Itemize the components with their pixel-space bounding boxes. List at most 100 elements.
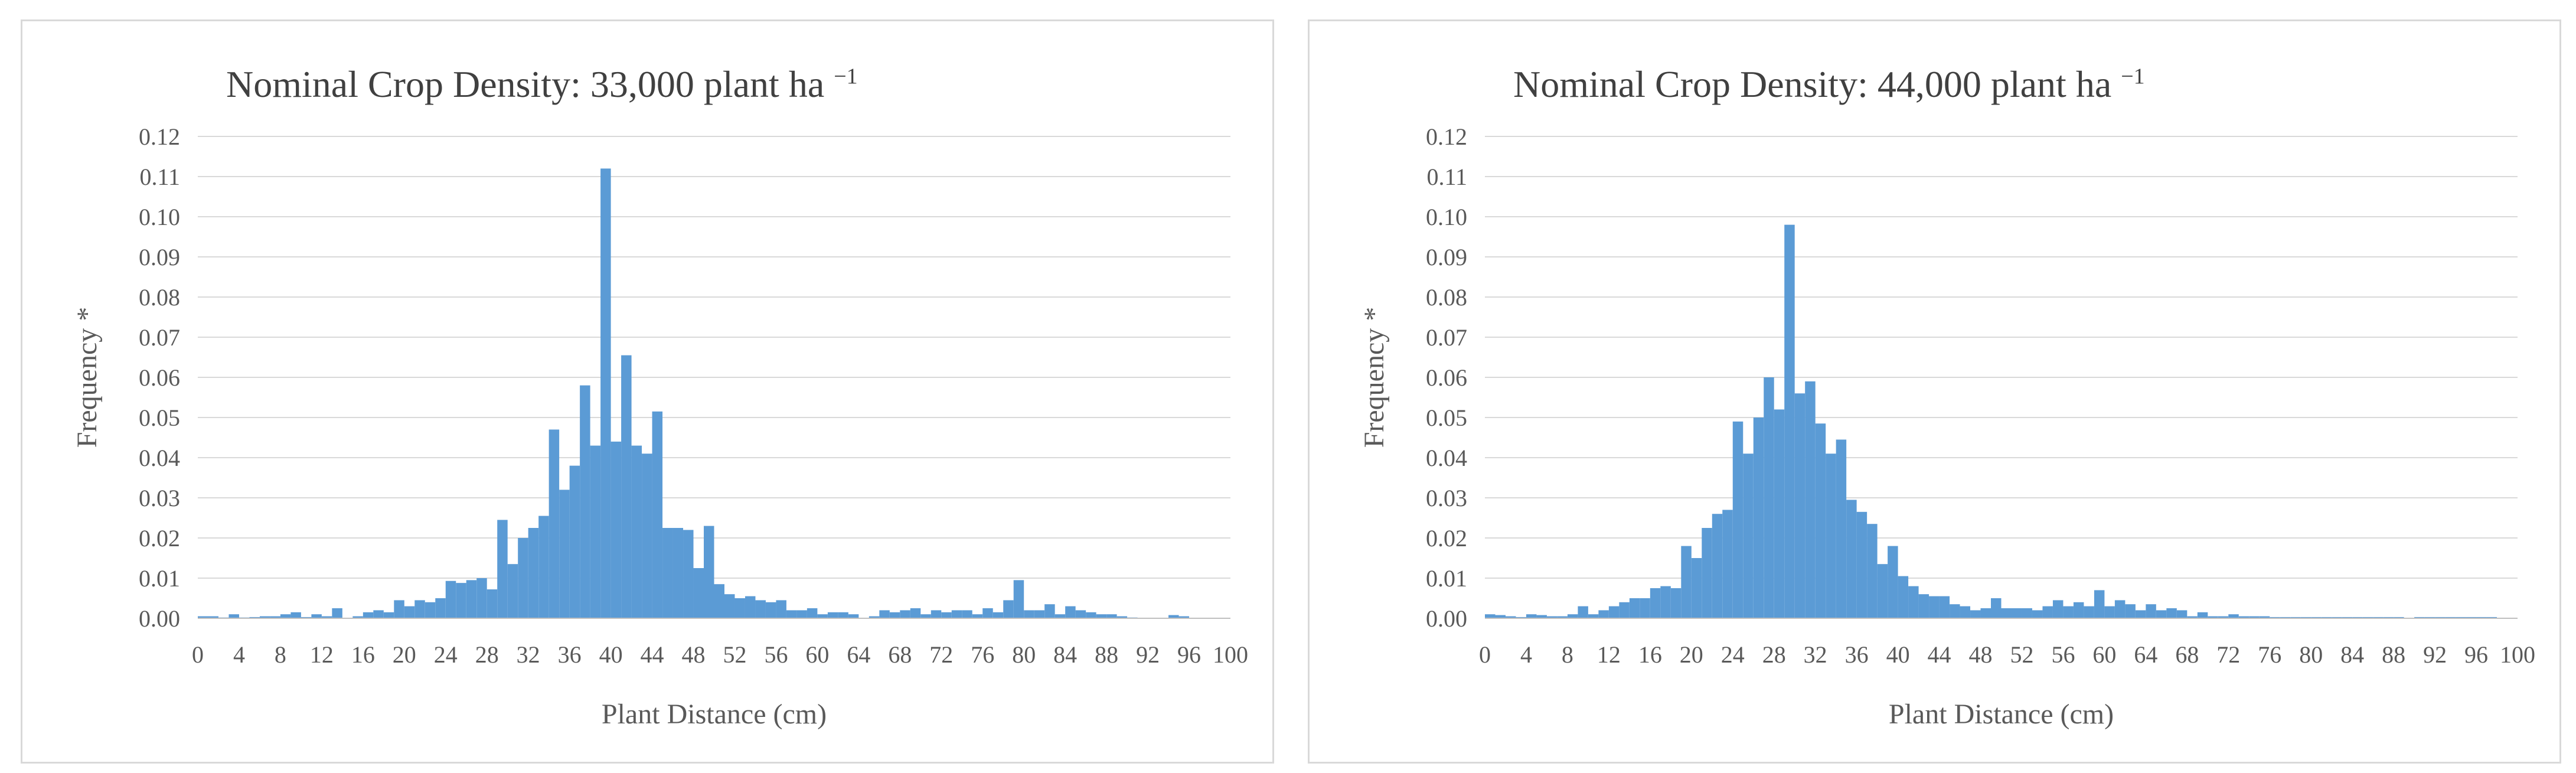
histogram-bar	[2011, 608, 2022, 618]
histogram-bar	[321, 616, 332, 618]
histogram-bar	[414, 600, 425, 618]
histogram-bar	[311, 614, 322, 618]
x-tick-label: 64	[2134, 641, 2157, 668]
histogram-bar	[2342, 617, 2353, 618]
histogram-bar	[2373, 617, 2384, 618]
x-tick-label: 60	[805, 641, 829, 668]
histogram-bar	[962, 610, 972, 618]
histogram-bar	[1877, 564, 1888, 618]
histogram-bar	[425, 602, 436, 618]
x-tick-label: 28	[475, 641, 499, 668]
y-tick-label: 0.11	[1426, 164, 1467, 190]
chart-title: Nominal Crop Density: 44,000 plant ha −1	[1513, 63, 2145, 105]
y-axis-title: Frequency *	[1359, 307, 1390, 448]
histogram-bar	[1722, 510, 1733, 618]
histogram-bar	[2280, 617, 2291, 618]
histogram-bar	[435, 598, 446, 618]
histogram-bar	[548, 429, 560, 618]
histogram-bar	[672, 528, 684, 618]
chart-panel-33000: Nominal Crop Density: 33,000 plant ha −1…	[21, 19, 1274, 764]
x-axis-title: Plant Distance (cm)	[1889, 699, 2114, 730]
x-tick-label: 0	[192, 641, 204, 668]
x-tick-label: 80	[1012, 641, 1036, 668]
histogram-bar	[807, 608, 818, 618]
x-tick-label: 76	[2258, 641, 2281, 668]
histogram-bar	[2166, 608, 2177, 618]
x-tick-label: 92	[1136, 641, 1160, 668]
y-tick-label: 0.07	[139, 324, 180, 351]
histogram-bar	[1918, 594, 1929, 618]
histogram-bar	[1702, 528, 1712, 618]
histogram-bar	[2476, 617, 2487, 618]
histogram-bar	[631, 445, 642, 618]
y-tick-label: 0.05	[1426, 405, 1467, 431]
histogram-bar	[1888, 546, 1898, 618]
histogram-bar	[1691, 558, 1702, 618]
histogram-bar	[2435, 617, 2446, 618]
histogram-bar	[1598, 610, 1609, 618]
x-tick-label: 16	[1638, 641, 1662, 668]
histogram-bar	[445, 580, 456, 618]
x-tick-label: 80	[2299, 641, 2323, 668]
histogram-bar	[394, 600, 404, 618]
x-tick-label: 88	[1095, 641, 1118, 668]
histogram-bar	[1970, 610, 1981, 618]
histogram-bar	[1836, 439, 1847, 618]
histogram-bar	[2104, 606, 2115, 618]
histogram-bar	[2362, 617, 2373, 618]
histogram-bar	[198, 616, 208, 618]
histogram-bar	[765, 602, 776, 618]
y-tick-label: 0.02	[1426, 525, 1467, 552]
y-axis-title: Frequency *	[71, 307, 103, 448]
x-tick-label: 100	[2500, 641, 2535, 668]
histogram-bar	[1044, 604, 1055, 618]
histogram-bar	[208, 616, 218, 618]
histogram-bar	[2445, 617, 2456, 618]
histogram-bar	[559, 490, 570, 618]
histogram-bar	[1557, 616, 1568, 618]
y-tick-label: 0.04	[1426, 445, 1467, 471]
histogram-bar	[745, 596, 756, 618]
histogram-bar	[2311, 617, 2322, 618]
histogram-bar	[1178, 616, 1190, 618]
x-tick-label: 52	[723, 641, 746, 668]
histogram-bar	[2063, 606, 2074, 618]
histogram-bar	[2383, 617, 2394, 618]
histogram-bar	[590, 445, 601, 618]
histogram-bar	[2290, 617, 2301, 618]
histogram-bar	[2197, 612, 2208, 618]
histogram-bar	[538, 516, 549, 618]
x-tick-label: 8	[275, 641, 286, 668]
x-tick-label: 84	[2340, 641, 2364, 668]
histogram-bar	[610, 441, 622, 618]
histogram-33000: 0.00 0.01 0.02 0.03 0.04 0.05 0.06 0.07 0.08 0.09…	[71, 123, 1248, 730]
x-tick-label: 40	[599, 641, 623, 668]
y-tick-label: 0.05	[139, 405, 180, 431]
histogram-bar	[1815, 423, 1826, 618]
histogram-bar	[2125, 604, 2136, 618]
y-tick-label: 0.10	[139, 204, 180, 230]
histogram-bar	[476, 578, 487, 618]
x-tick-label: 20	[1680, 641, 1703, 668]
histogram-bar	[662, 528, 673, 618]
histogram-bar	[982, 608, 993, 618]
histogram-bar	[507, 564, 518, 618]
histogram-bar	[1753, 418, 1764, 618]
histogram-bar	[249, 617, 260, 618]
histogram-bar	[1168, 615, 1179, 618]
histogram-bar	[1826, 454, 1836, 618]
histogram-bar	[920, 614, 931, 618]
y-tick-label: 0.12	[139, 123, 180, 150]
histogram-bar	[941, 612, 952, 618]
histogram-bar	[1980, 608, 1991, 618]
histogram-bar	[1908, 586, 1919, 618]
histogram-bar	[724, 594, 735, 618]
histogram-bar	[228, 614, 239, 618]
x-tick-label: 56	[2051, 641, 2075, 668]
histogram-bar	[900, 610, 910, 618]
histogram-bar	[1681, 546, 1692, 618]
histogram-bar	[786, 610, 797, 618]
histogram-bar	[1619, 602, 1630, 618]
histogram-bar	[1106, 614, 1117, 618]
x-tick-label: 76	[971, 641, 994, 668]
